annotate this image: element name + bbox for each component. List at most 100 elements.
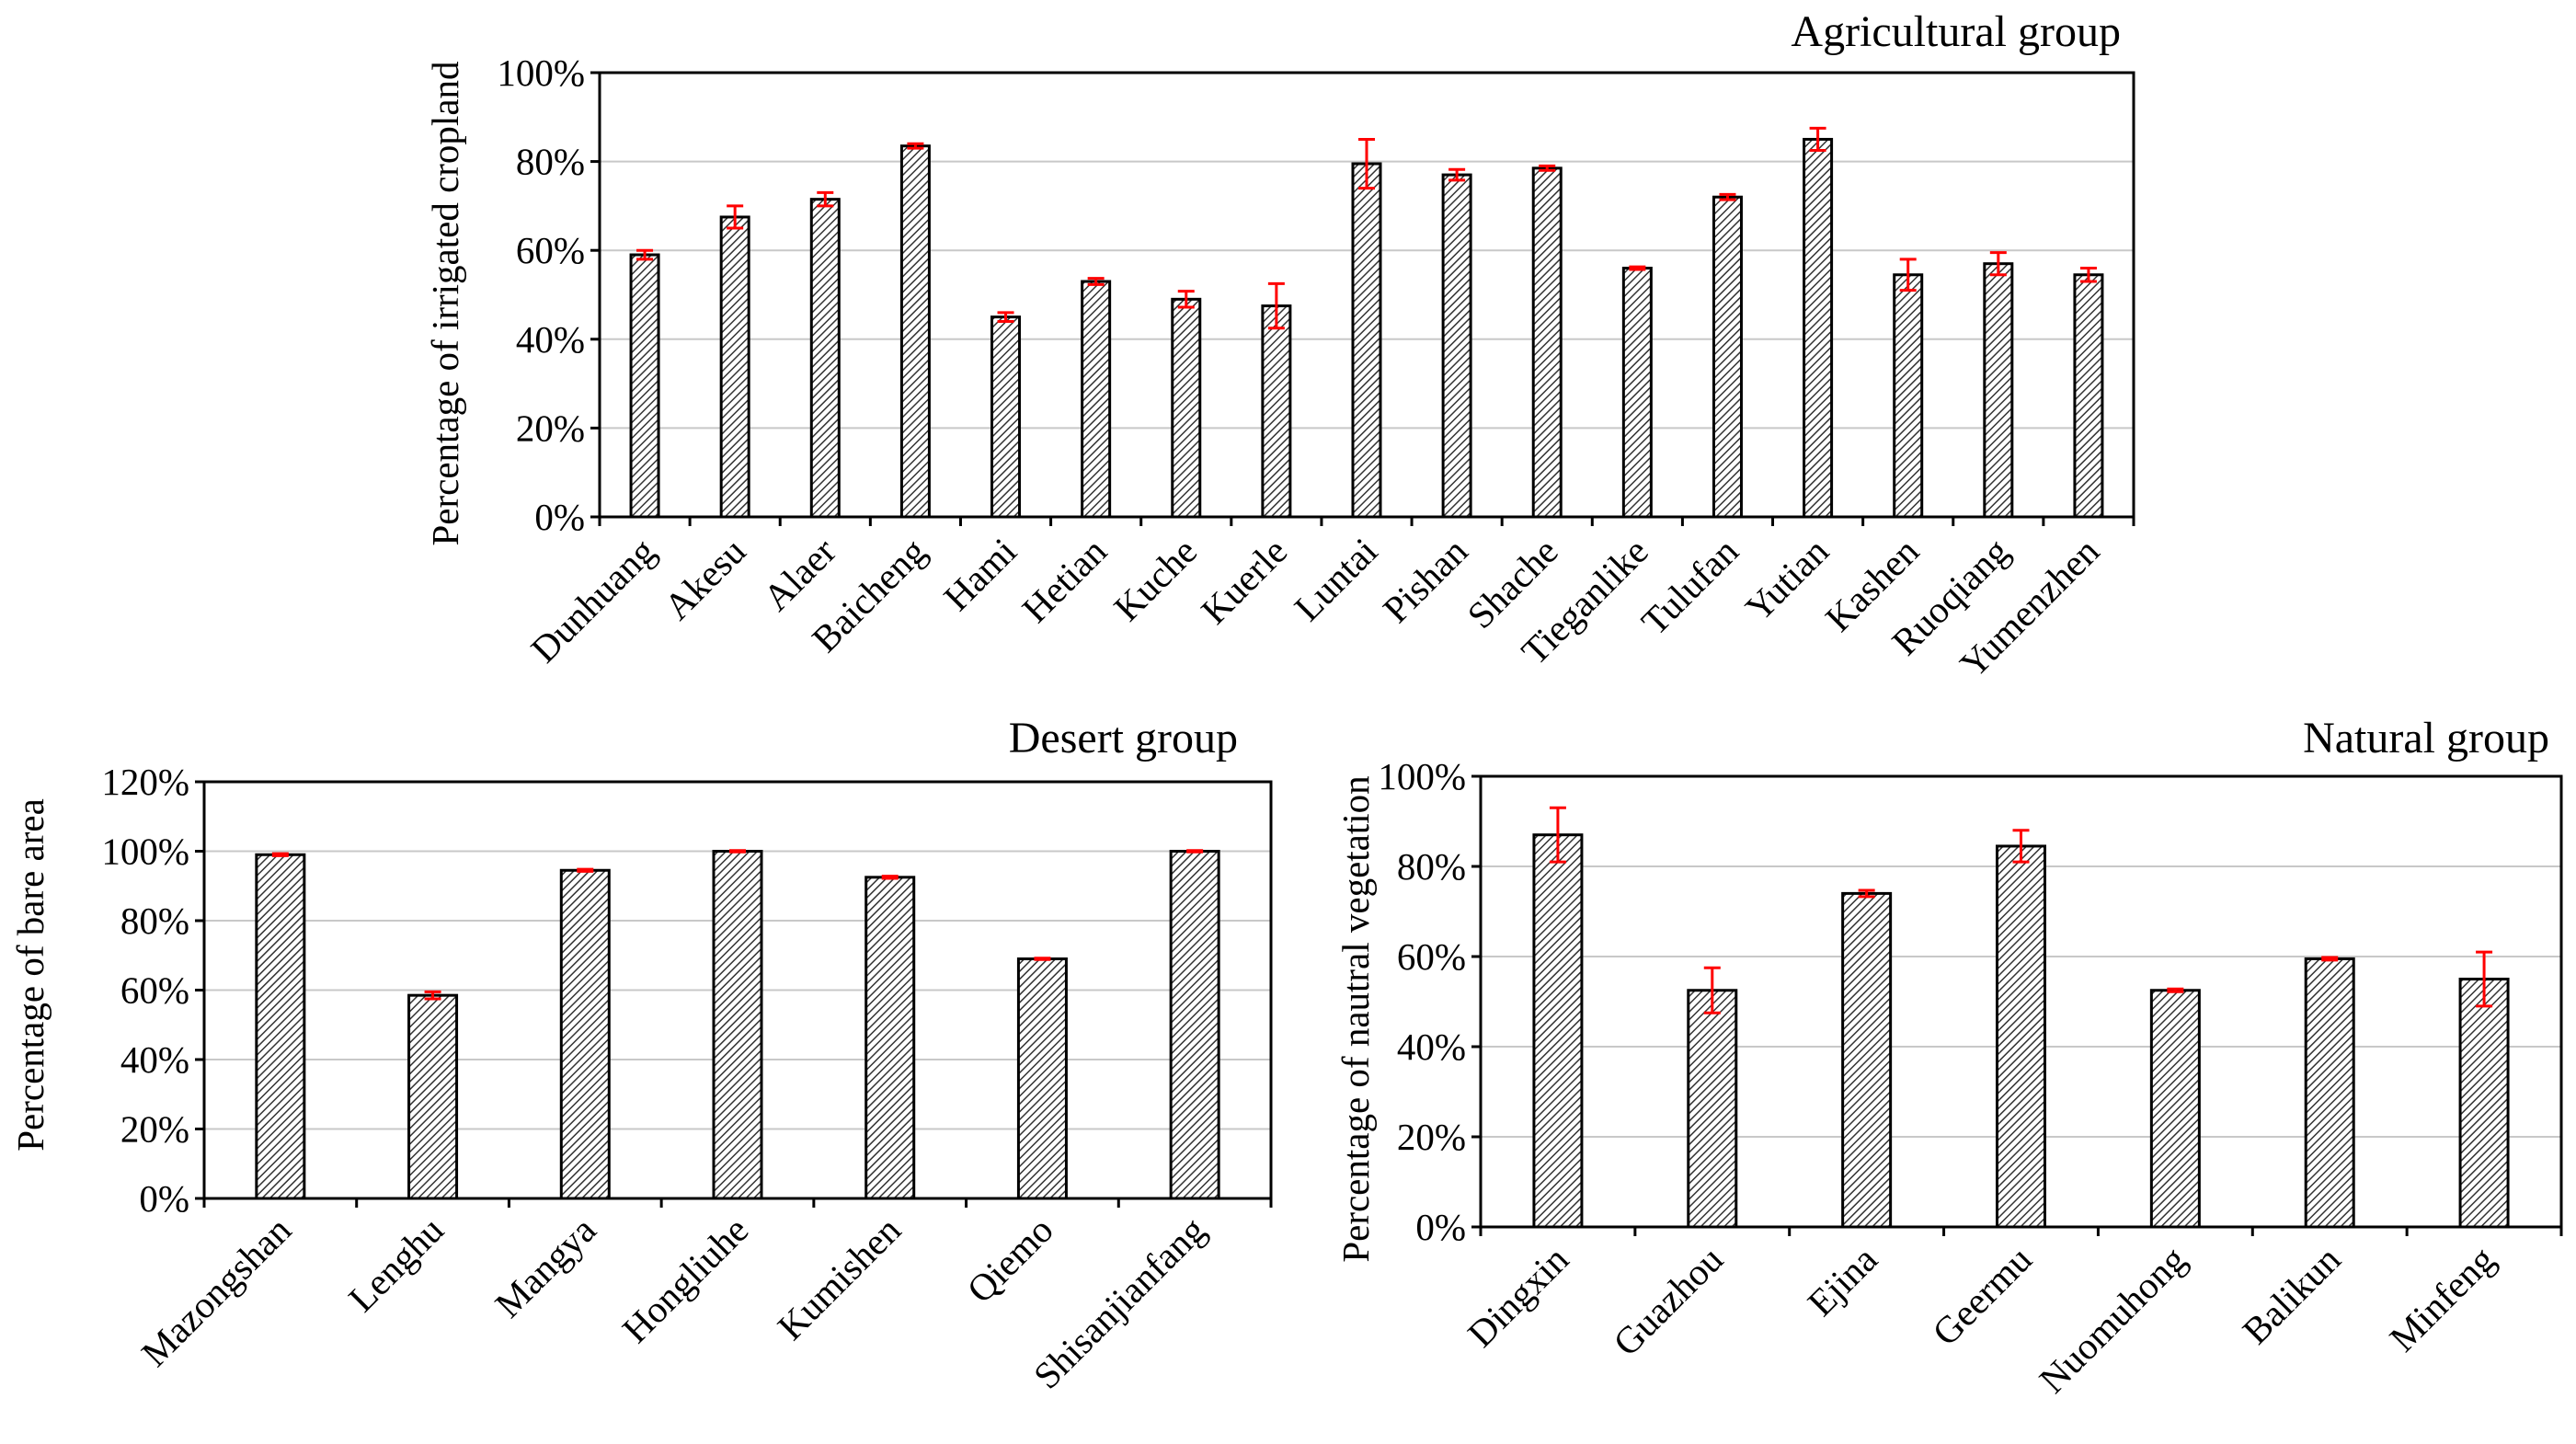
natural-y-tick-label: 80% — [1397, 845, 1466, 888]
agri-category-label: Kuerle — [1193, 530, 1295, 632]
natural-bar-nuomuhong — [2149, 989, 2201, 1229]
agri-error-bar-akesu — [727, 204, 744, 230]
agricultural-y-axis-label: Percentage of irrigated cropland — [424, 61, 466, 545]
natural-bar-dingxin — [1532, 833, 1584, 1229]
natural-error-bar-minfeng — [2476, 950, 2493, 1008]
agri-error-bar-kashen — [1899, 258, 1917, 292]
natural-category-label: Dingxin — [1460, 1238, 1577, 1356]
desert-error-bar-mazongshan — [271, 852, 289, 857]
agri-bar-yutian — [1803, 137, 1834, 519]
desert-bar-shisanjianfang — [1169, 850, 1220, 1200]
agri-error-bar-dunhuang — [636, 248, 654, 261]
desert-category-label: Lenghu — [340, 1209, 452, 1320]
agri-y-tick-label: 20% — [516, 407, 585, 449]
desert-category-label: Mangya — [487, 1209, 604, 1326]
desert-error-bar-mangya — [577, 867, 594, 873]
agri-category-label: Tulufan — [1633, 530, 1746, 643]
agri-bar-hetian — [1081, 280, 1112, 519]
agri-error-bar-tulufan — [1719, 192, 1736, 201]
natural-chart: Natural group Percentage of nautral vege… — [1334, 714, 2563, 1401]
desert-error-bar-lenghu — [424, 990, 441, 1001]
agri-error-bar-hetian — [1087, 277, 1105, 286]
desert-bar-mangya — [559, 868, 611, 1200]
desert-category-label: Kumishen — [769, 1209, 909, 1348]
natural-category-label: Nuomuhong — [2031, 1238, 2193, 1401]
agri-error-bar-baicheng — [907, 142, 924, 150]
natural-y-tick-label: 20% — [1397, 1116, 1466, 1158]
natural-category-label: Minfeng — [2381, 1238, 2502, 1359]
desert-category-label: Hongliuhe — [613, 1209, 756, 1351]
natural-bar-balikun — [2304, 957, 2355, 1229]
agri-category-label: Dunhuang — [522, 530, 663, 670]
agri-bar-alaer — [809, 198, 841, 519]
agri-bar-hami — [990, 315, 1022, 519]
natural-error-bar-geermu — [2012, 829, 2030, 864]
desert-y-tick-label: 120% — [101, 761, 189, 803]
agri-bar-tulufan — [1712, 195, 1743, 519]
agri-bar-yumenzhen — [2073, 273, 2104, 519]
desert-error-bar-qiemo — [1034, 957, 1051, 961]
agri-bar-luntai — [1351, 162, 1382, 519]
agri-y-tick-label: 0% — [534, 496, 585, 538]
desert-bar-mazongshan — [255, 853, 306, 1200]
natural-y-tick-label: 0% — [1415, 1206, 1466, 1248]
desert-chart: Desert group Percentage of bare area 0% 2… — [9, 714, 1273, 1397]
desert-y-axis-label: Percentage of bare area — [9, 798, 52, 1152]
agri-y-tick-label: 60% — [516, 229, 585, 271]
natural-category-label: Geermu — [1924, 1238, 2040, 1354]
agri-category-label: Hami — [935, 530, 1025, 619]
agri-y-tick-label: 100% — [497, 52, 585, 94]
agri-bar-akesu — [719, 215, 750, 519]
natural-error-bar-balikun — [2321, 956, 2339, 962]
natural-bar-ejina — [1841, 891, 1893, 1229]
agri-bar-kuerle — [1261, 304, 1292, 519]
agri-bar-tieganlike — [1621, 267, 1653, 519]
agricultural-chart-title: Agricultural group — [1791, 7, 2121, 56]
natural-error-bar-guazhou — [1703, 966, 1721, 1014]
agri-error-bar-pishan — [1448, 167, 1466, 182]
agri-category-label: Pishan — [1375, 530, 1476, 631]
agri-category-label: Luntai — [1286, 530, 1385, 629]
agri-y-tick-label: 80% — [516, 141, 585, 183]
natural-bar-guazhou — [1687, 989, 1738, 1229]
agri-error-bar-kuerle — [1267, 281, 1285, 330]
natural-category-label: Guazhou — [1605, 1238, 1731, 1364]
agri-bar-shache — [1531, 166, 1563, 519]
natural-error-bar-dingxin — [1549, 806, 1566, 864]
agri-error-bar-alaer — [817, 190, 834, 208]
agri-error-bar-ruoqiang — [1989, 251, 2007, 277]
agri-error-bar-kuche — [1177, 290, 1195, 309]
desert-category-label: Mazongshan — [133, 1209, 300, 1375]
desert-bar-lenghu — [407, 993, 459, 1200]
desert-error-bar-kumishen — [881, 875, 899, 880]
agri-error-bar-yumenzhen — [2079, 267, 2097, 283]
agri-bar-ruoqiang — [1983, 262, 2014, 519]
agri-error-bar-hami — [997, 311, 1014, 323]
natural-error-bar-nuomuhong — [2167, 987, 2184, 993]
natural-category-label: Balikun — [2234, 1238, 2348, 1352]
agri-error-bar-yutian — [1809, 126, 1826, 153]
desert-error-bar-hongliuhe — [729, 849, 746, 854]
desert-bar-hongliuhe — [712, 850, 763, 1200]
desert-error-bar-shisanjianfang — [1186, 849, 1204, 854]
agri-bar-kuche — [1171, 297, 1202, 519]
agri-category-label: Kuche — [1105, 530, 1205, 629]
natural-y-tick-label: 100% — [1378, 755, 1466, 797]
natural-category-label: Ejina — [1799, 1238, 1885, 1324]
agri-error-bar-shache — [1539, 164, 1556, 172]
natural-error-bar-ejina — [1858, 888, 1875, 899]
natural-bar-geermu — [1996, 844, 2046, 1229]
desert-category-label: Qiemo — [958, 1209, 1060, 1311]
desert-y-tick-label: 100% — [101, 831, 189, 873]
natural-y-tick-label: 40% — [1397, 1026, 1466, 1068]
desert-chart-title: Desert group — [1009, 714, 1238, 762]
agri-category-label: Hetian — [1013, 530, 1115, 631]
desert-y-tick-label: 80% — [120, 900, 189, 942]
desert-y-tick-label: 40% — [120, 1038, 189, 1081]
natural-y-tick-label: 60% — [1397, 935, 1466, 978]
agri-category-label: Akesu — [656, 530, 754, 628]
agri-error-bar-tieganlike — [1629, 265, 1646, 271]
agri-error-bar-luntai — [1358, 137, 1375, 190]
desert-y-tick-label: 0% — [139, 1177, 189, 1220]
